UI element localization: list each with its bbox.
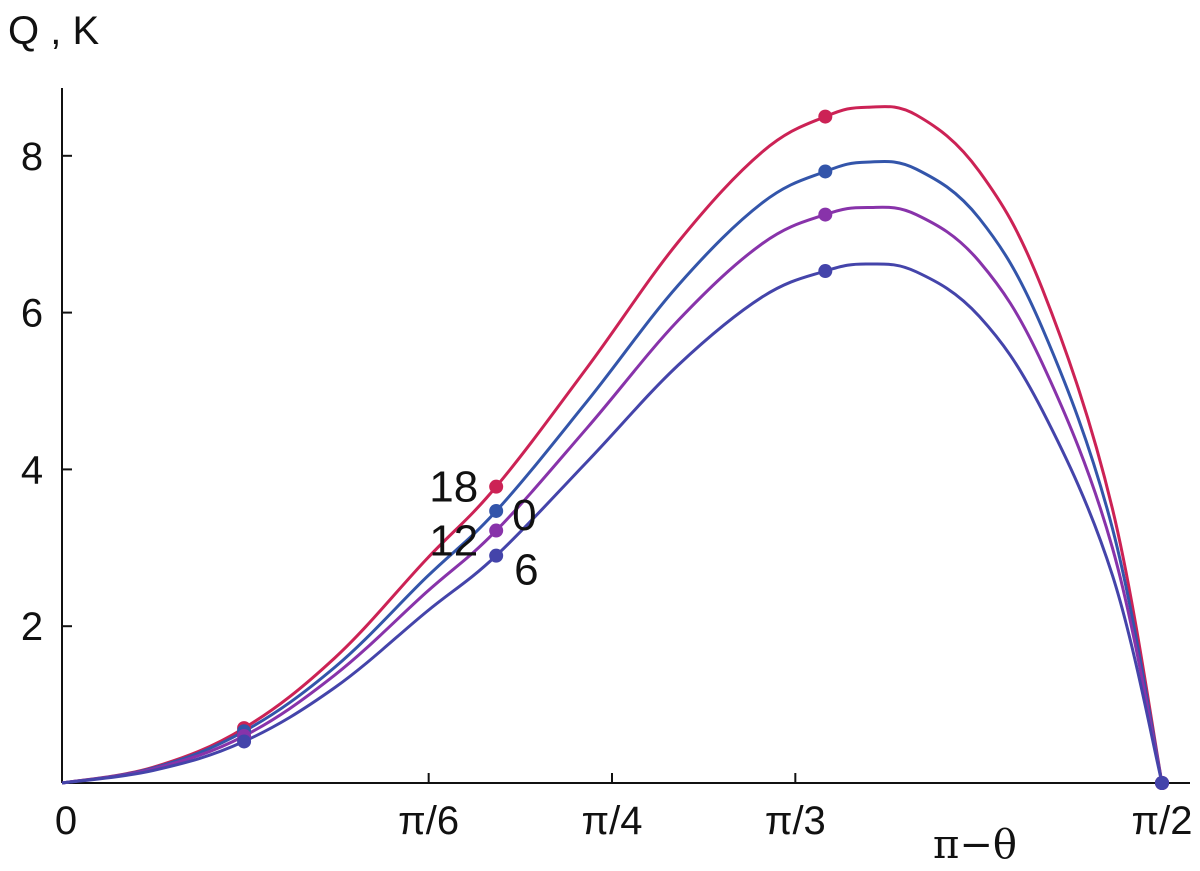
y-tick-label: 6 bbox=[21, 292, 43, 336]
series-label: 12 bbox=[429, 517, 478, 566]
data-point bbox=[489, 479, 504, 494]
x-tick-label: π/4 bbox=[582, 799, 643, 843]
series-line-18 bbox=[61, 105, 1164, 785]
x-tick-label: π/2 bbox=[1132, 799, 1193, 843]
curves bbox=[61, 105, 1164, 785]
data-point bbox=[818, 164, 833, 179]
series-label: 18 bbox=[429, 463, 478, 512]
data-point bbox=[237, 734, 252, 749]
data-point bbox=[489, 503, 504, 518]
data-point bbox=[818, 207, 833, 222]
data-point bbox=[489, 523, 504, 538]
data-point bbox=[1155, 776, 1169, 790]
y-axis-title: Q , K bbox=[8, 9, 99, 53]
x-tick-label: π/6 bbox=[398, 799, 459, 843]
x-tick-label: π/3 bbox=[765, 799, 826, 843]
data-point bbox=[818, 264, 833, 279]
series-line-6 bbox=[61, 262, 1164, 785]
axes: 0 π/6 π/4 π/3 π/2 2 4 6 8 bbox=[21, 88, 1193, 843]
series-line-12 bbox=[61, 205, 1164, 785]
y-tick-label: 2 bbox=[21, 605, 43, 649]
data-point bbox=[818, 109, 833, 124]
series-line-0 bbox=[61, 159, 1164, 785]
y-tick-label: 8 bbox=[21, 135, 43, 179]
series-label: 6 bbox=[514, 546, 538, 595]
y-tick-label: 4 bbox=[21, 448, 43, 492]
x-axis-title: π−θ bbox=[933, 822, 1017, 868]
x-tick-label: 0 bbox=[55, 799, 77, 843]
markers: 18 0 12 6 bbox=[237, 109, 1169, 790]
data-point bbox=[489, 548, 504, 563]
series-label: 0 bbox=[512, 491, 536, 540]
labels: Q , K π−θ bbox=[8, 9, 1017, 868]
